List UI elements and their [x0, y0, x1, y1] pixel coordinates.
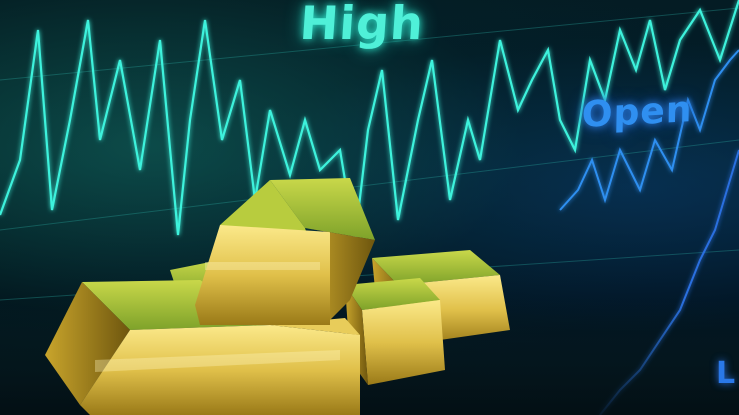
price-line-teal — [0, 0, 739, 241]
gold-bar-front-left — [45, 280, 360, 415]
gold-highlights — [95, 262, 340, 372]
open-label: Open — [581, 89, 693, 136]
price-line-blue — [559, 49, 739, 211]
low-label: L — [716, 356, 737, 391]
high-label: High — [298, 0, 426, 50]
gold-bar-top — [195, 178, 375, 325]
